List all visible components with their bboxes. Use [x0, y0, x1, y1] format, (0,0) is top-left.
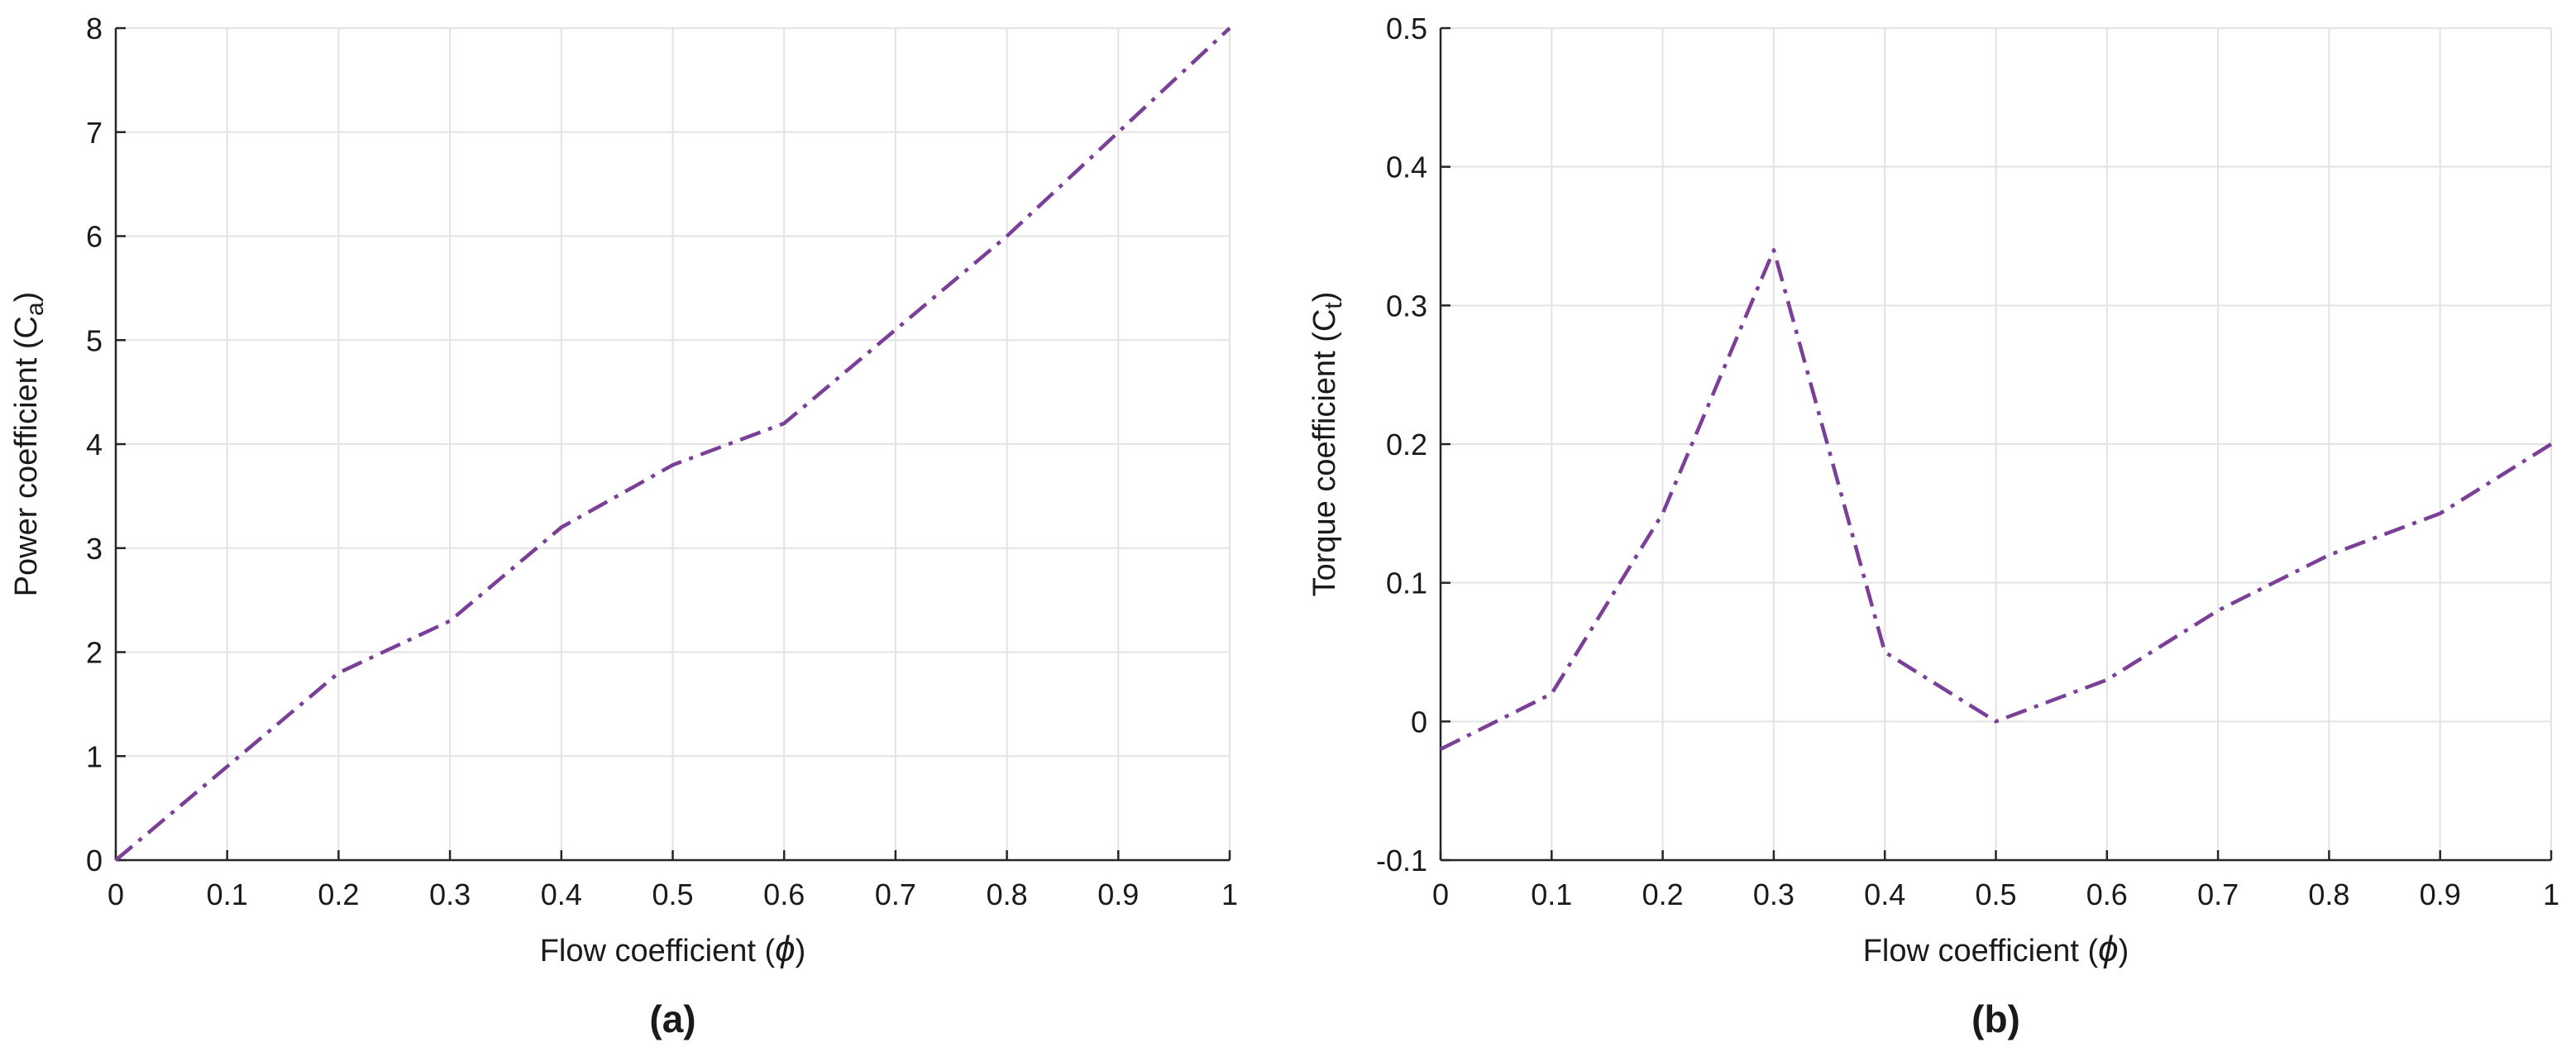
y-tick-label: 4 — [86, 428, 103, 461]
y-axis-label: Power coefficient (Ca) — [9, 292, 49, 597]
x-tick-label: 0.7 — [2197, 877, 2239, 911]
y-tick-label: -0.1 — [1376, 844, 1427, 877]
panel-b: 0 0.1 0.2 0.3 0.4 0.5 0.6 0.7 0.8 0.9 1-0.100.10.2… — [1307, 12, 2559, 1040]
x-tick-label: 1 — [2543, 877, 2559, 911]
x-tick-label: 0.4 — [1864, 877, 1905, 911]
y-tick-label: 8 — [86, 12, 103, 45]
series-line — [114, 26, 1231, 862]
x-tick-label: 0 — [1432, 877, 1449, 911]
x-tick-label: 0.2 — [318, 877, 359, 911]
x-tick-label: 0.6 — [763, 877, 805, 911]
y-tick-label: 0 — [86, 844, 103, 877]
y-tick-label: 5 — [86, 323, 103, 357]
x-tick-label: 0.8 — [2308, 877, 2349, 911]
x-tick-label: 0.9 — [2420, 877, 2461, 911]
y-tick-label: 1 — [86, 739, 103, 773]
y-tick-label: 0.3 — [1386, 289, 1427, 323]
x-tick-label: 0.6 — [2086, 877, 2128, 911]
y-axis-label: Torque coefficient (Ct) — [1307, 292, 1347, 597]
y-tick-label: 0.2 — [1386, 428, 1427, 461]
series-line — [1439, 248, 2553, 751]
y-tick-label: 2 — [86, 636, 103, 670]
y-tick-label: 7 — [86, 116, 103, 150]
x-tick-label: 0.9 — [1097, 877, 1139, 911]
x-tick-label: 0.4 — [541, 877, 582, 911]
y-tick-label: 0.4 — [1386, 151, 1427, 184]
y-tick-label: 0 — [1411, 705, 1427, 739]
panel-a: 0 0.1 0.2 0.3 0.4 0.5 0.6 0.7 0.8 0.9 1 0 1 2 3 4 5 6 7 8 Fl… — [9, 12, 1238, 1040]
x-tick-label: 0.5 — [652, 877, 693, 911]
y-tick-label: 6 — [86, 220, 103, 254]
x-tick-label: 0.1 — [1531, 877, 1572, 911]
y-tick-label: 3 — [86, 532, 103, 566]
x-tick-label: 0.7 — [875, 877, 916, 911]
x-axis-label: Flow coefficient (ϕ) — [540, 929, 806, 969]
x-tick-label: 0.1 — [207, 877, 248, 911]
x-tick-label: 0.5 — [1975, 877, 2016, 911]
x-tick-label: 0.3 — [1753, 877, 1795, 911]
panel-label: (b) — [1971, 997, 2020, 1040]
x-tick-label: 0 — [108, 877, 124, 911]
panel-label: (a) — [649, 997, 695, 1040]
x-axis-label: Flow coefficient (ϕ) — [1863, 929, 2129, 969]
y-tick-label: 0.1 — [1386, 567, 1427, 600]
x-tick-label: 0.2 — [1642, 877, 1684, 911]
x-tick-label: 0.8 — [987, 877, 1028, 911]
x-tick-label: 0.3 — [429, 877, 471, 911]
y-tick-label: 0.5 — [1386, 12, 1427, 45]
x-tick-label: 1 — [1221, 877, 1238, 911]
